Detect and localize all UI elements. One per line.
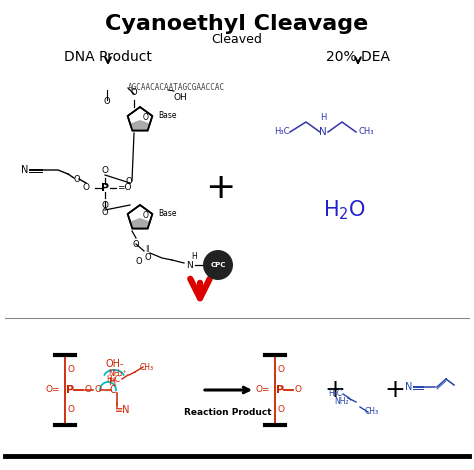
Text: O=: O= [46,385,60,394]
Text: O: O [133,240,139,249]
Text: C: C [109,385,117,395]
Text: H₃C: H₃C [106,376,120,384]
Circle shape [213,260,223,270]
Text: Cleaved: Cleaved [211,33,263,46]
Text: O: O [101,201,109,210]
Text: O: O [104,97,110,106]
Text: N: N [186,260,193,269]
Text: N: N [405,382,412,392]
Text: O: O [74,174,81,183]
Polygon shape [128,107,152,131]
Text: H₃C: H₃C [328,390,342,399]
Text: Reaction Product: Reaction Product [184,408,272,417]
Text: O: O [278,366,285,375]
Text: O: O [278,406,285,415]
Text: CH₃: CH₃ [365,407,379,416]
Text: H$_2$O: H$_2$O [323,198,366,222]
Text: CH₃: CH₃ [359,127,374,136]
Text: O: O [143,211,149,220]
Text: CH₃: CH₃ [140,362,154,371]
Polygon shape [128,205,152,228]
Text: =O: =O [117,183,131,193]
Text: P: P [276,385,284,395]
Text: P: P [101,183,109,193]
Text: O: O [85,385,92,394]
Text: OH-: OH- [106,359,124,369]
Text: +: + [205,171,235,205]
Text: +: + [384,378,405,402]
Text: ||: || [145,245,150,252]
Text: O: O [295,385,302,394]
Text: H: H [320,113,326,122]
Polygon shape [129,120,151,132]
Circle shape [206,253,230,277]
Text: CPC: CPC [210,262,226,268]
Text: H₃C: H₃C [274,127,290,136]
Text: H: H [109,377,117,387]
Text: O: O [101,166,109,175]
Text: O: O [126,177,132,186]
Text: H: H [191,252,197,261]
Text: O: O [143,113,149,122]
Text: O: O [68,366,75,375]
Text: O: O [102,208,109,217]
Text: O=: O= [255,385,270,394]
Circle shape [209,256,227,274]
Text: O: O [83,183,90,193]
Text: NH₂⁺: NH₂⁺ [108,369,127,378]
Text: O: O [136,257,142,266]
Text: +: + [325,378,346,402]
Text: N: N [319,127,327,137]
Text: O: O [68,406,75,415]
Text: O: O [131,88,137,97]
Polygon shape [129,218,151,230]
Text: N: N [21,165,28,175]
Text: O: O [145,253,152,262]
Text: AGCAACACAATAGCGAACCAC: AGCAACACAATAGCGAACCAC [128,83,225,92]
Text: O: O [95,385,102,394]
Text: P: P [66,385,74,395]
Text: Cyanoethyl Cleavage: Cyanoethyl Cleavage [105,14,369,34]
Text: Base: Base [158,209,176,218]
Text: DNA Product: DNA Product [64,50,152,64]
Text: ≡N: ≡N [115,405,130,415]
Text: Base: Base [158,110,176,119]
Circle shape [203,250,233,280]
Text: NH₂⁺: NH₂⁺ [334,398,353,407]
Text: OH: OH [174,93,188,102]
Text: 20% DEA: 20% DEA [326,50,390,64]
